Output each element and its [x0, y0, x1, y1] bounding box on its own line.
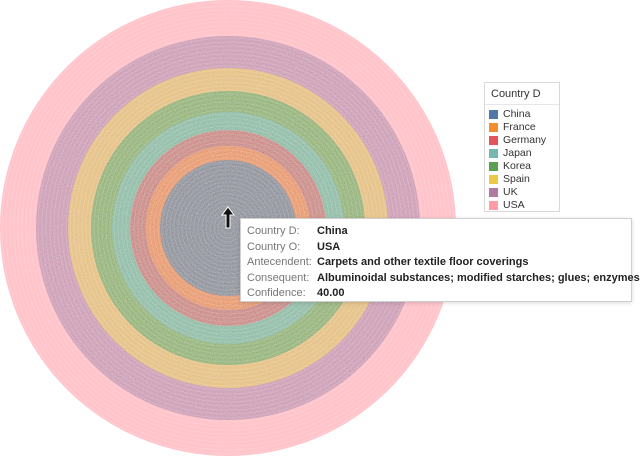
tooltip-row: Antecendent: Carpets and other textile fl… [247, 255, 631, 271]
legend-label: Spain [503, 173, 530, 185]
legend-item-spain[interactable]: Spain [489, 173, 559, 186]
legend-swatch [489, 162, 498, 171]
legend-title: Country D [485, 83, 559, 105]
legend-item-japan[interactable]: Japan [489, 147, 559, 160]
tooltip-row: Country D: China [247, 224, 631, 240]
legend-label: Japan [503, 147, 532, 159]
tooltip-row: Confidence: 40.00 [247, 286, 631, 302]
tooltip-label: Antecendent: [247, 256, 312, 268]
tooltip-value: Albuminoidal substances; modified starch… [317, 271, 640, 284]
legend-label: China [503, 108, 531, 120]
tooltip-label: Confidence: [247, 287, 306, 299]
legend-swatch [489, 136, 498, 145]
legend-label: UK [503, 186, 518, 198]
legend-item-china[interactable]: China [489, 108, 559, 121]
tooltip-value: 40.00 [317, 287, 345, 299]
legend-item-germany[interactable]: Germany [489, 134, 559, 147]
legend-item-france[interactable]: France [489, 121, 559, 134]
legend-swatch [489, 188, 498, 197]
legend-item-korea[interactable]: Korea [489, 160, 559, 173]
legend-label: USA [503, 199, 525, 211]
legend-swatch [489, 110, 498, 119]
color-legend: Country D China France Germany Japan Korea Sp… [484, 82, 560, 212]
legend-item-usa[interactable]: USA [489, 199, 559, 212]
legend-swatch [489, 149, 498, 158]
tooltip-value: China [317, 225, 348, 237]
tooltip-label: Country O: [247, 240, 301, 253]
tooltip-value: Carpets and other textile floor covering… [317, 256, 529, 268]
legend-label: Germany [503, 134, 547, 146]
legend-swatch [489, 201, 498, 210]
arrow-pointer-icon [221, 206, 235, 229]
tooltip-row: Country O: USA [247, 240, 631, 256]
tooltip-row: Consequent: Albuminoidal substances; modi… [247, 271, 640, 287]
tooltip-value: USA [317, 240, 341, 253]
tooltip-label: Country D: [247, 225, 300, 237]
tooltip: Country D: China Country O: USA Antecendent:… [240, 218, 640, 302]
legend-swatch [489, 175, 498, 184]
legend-item-uk[interactable]: UK [489, 186, 559, 199]
legend-label: France [503, 121, 536, 133]
legend-swatch [489, 123, 498, 132]
legend-label: Korea [503, 160, 532, 172]
tooltip-label: Consequent: [247, 271, 310, 284]
